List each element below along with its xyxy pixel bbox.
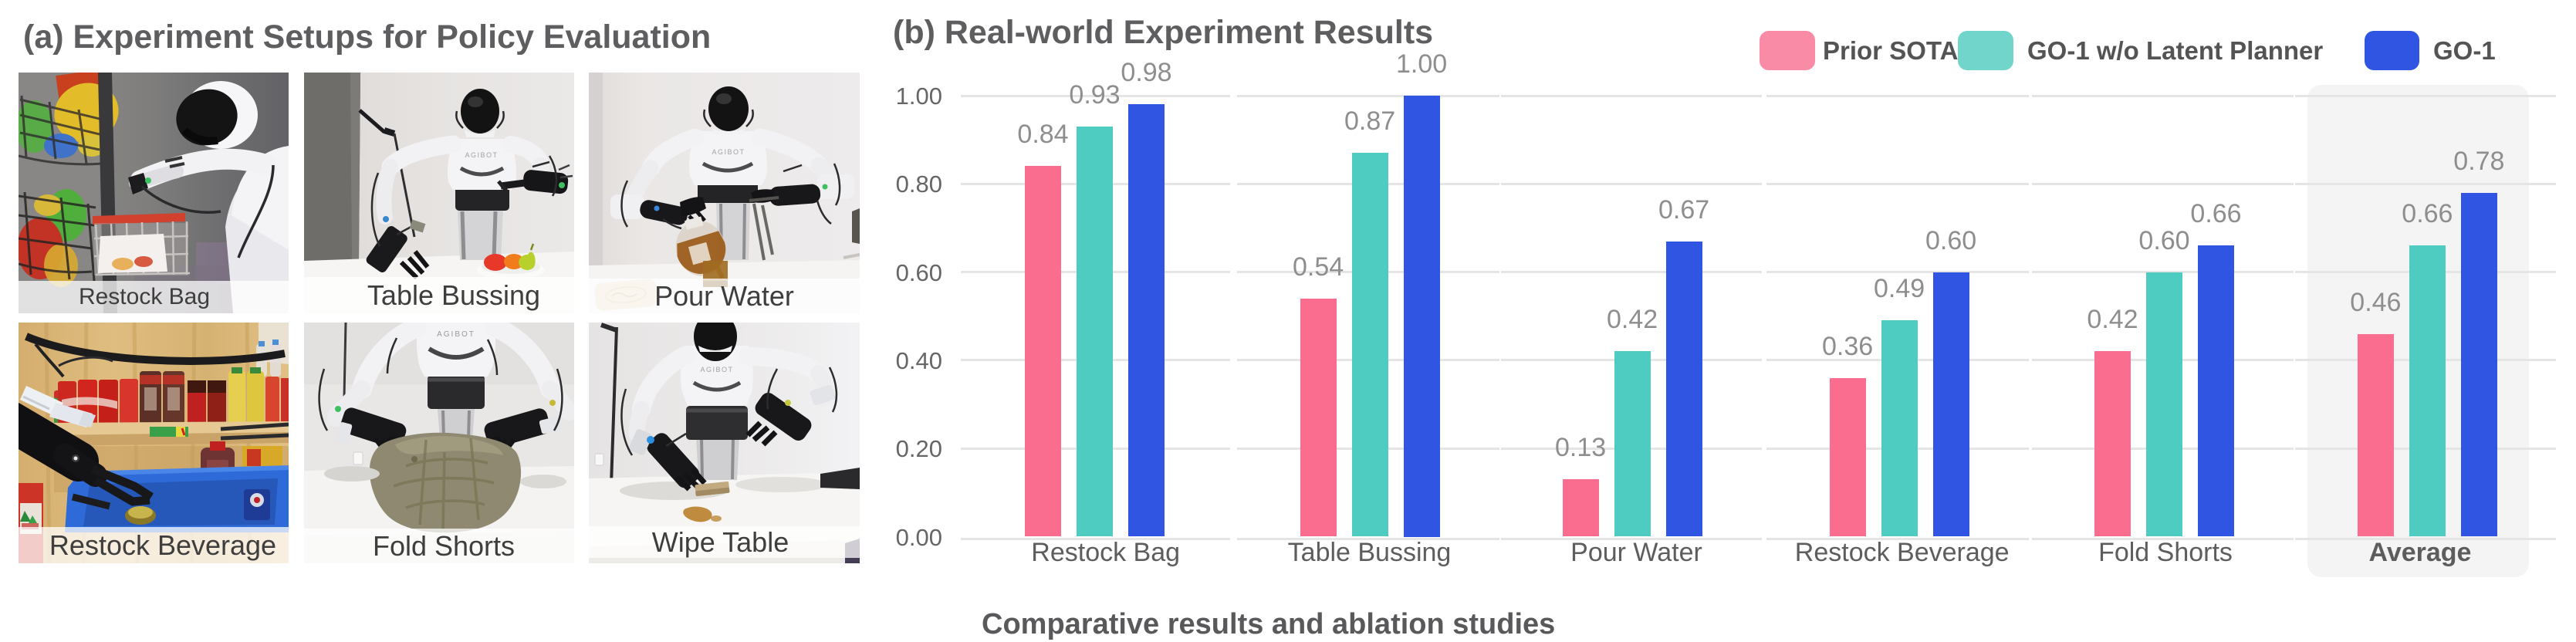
svg-text:AGIBOT: AGIBOT (437, 330, 475, 339)
svg-text:AGIBOT: AGIBOT (465, 151, 498, 159)
svg-text:AGIBOT: AGIBOT (700, 366, 733, 373)
svg-text:AGIBOT: AGIBOT (712, 148, 745, 156)
